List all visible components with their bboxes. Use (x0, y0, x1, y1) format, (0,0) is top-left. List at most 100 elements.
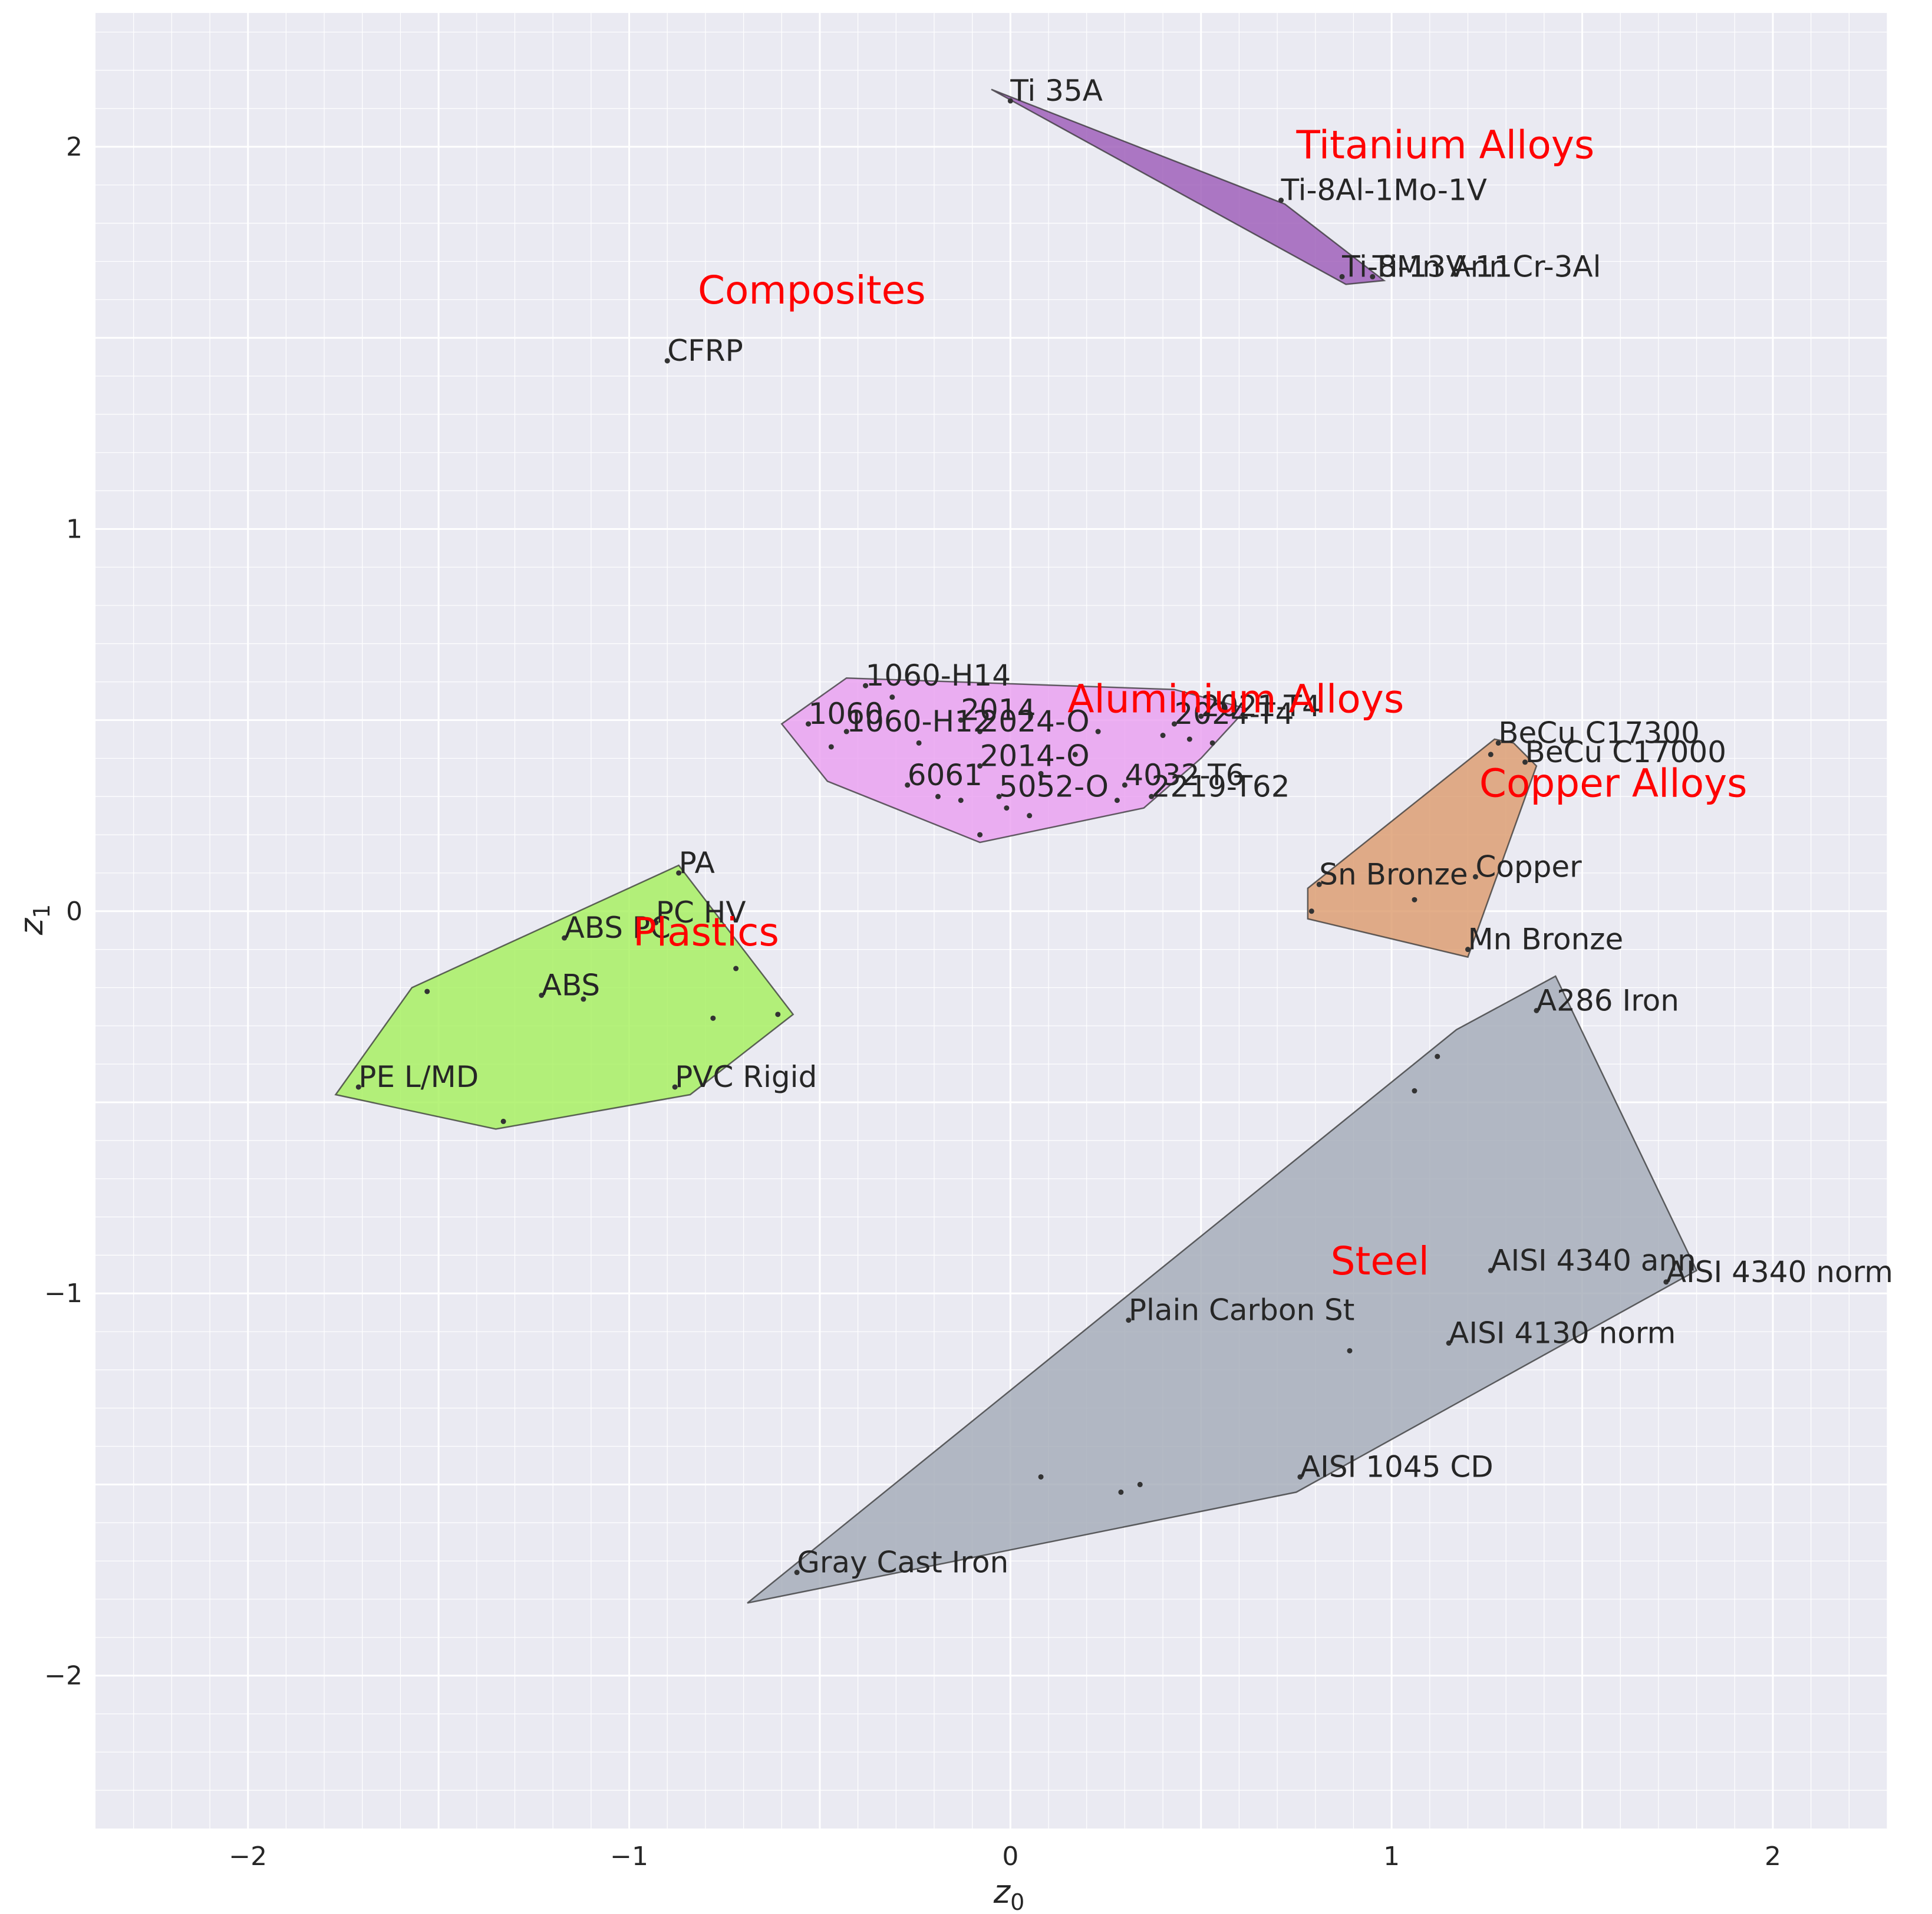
data-point (1007, 98, 1013, 104)
y-tick-label: 0 (66, 897, 83, 927)
point-label: AISI 4340 norm (1666, 1255, 1893, 1289)
hull-steel (747, 975, 1698, 1604)
data-point (1095, 729, 1101, 734)
hull-plastics (334, 864, 794, 1130)
data-point (1004, 805, 1010, 811)
data-point (1118, 1489, 1124, 1495)
data-point (863, 683, 869, 688)
data-point (1297, 1474, 1303, 1480)
y-axis-label-main: z (13, 917, 50, 935)
y-axis-label: z1 (13, 904, 55, 936)
point-label: Ti-8Al-1Mo-1V (1281, 173, 1487, 207)
data-point (1495, 740, 1501, 746)
data-point (1488, 1267, 1493, 1273)
data-point (1137, 1481, 1143, 1487)
hull-aluminium-alloys (780, 677, 1248, 844)
data-point (935, 793, 941, 799)
point-label: 5052-O (999, 769, 1109, 803)
data-point (889, 694, 895, 700)
data-point (1027, 813, 1033, 819)
point-label: 1060 (809, 697, 883, 731)
point-label: AISI 4340 ann (1491, 1243, 1696, 1277)
point-label: PA (679, 846, 715, 880)
point-label: 2219-T62 (1152, 769, 1290, 803)
data-point (996, 793, 1002, 799)
point-label: ABS PC (565, 911, 671, 945)
data-point (539, 992, 545, 998)
data-point (710, 1015, 716, 1021)
data-point (676, 870, 682, 876)
data-point (843, 729, 849, 734)
data-point (1534, 1007, 1539, 1013)
data-point (1278, 197, 1284, 203)
data-point (355, 1084, 361, 1090)
data-point (977, 832, 983, 838)
data-point (1114, 798, 1120, 803)
point-label: ABS (542, 968, 600, 1002)
y-axis-label-sub: 1 (29, 904, 55, 918)
data-point (424, 989, 430, 994)
data-point (1435, 1053, 1440, 1059)
point-label: PC HV (656, 895, 746, 930)
data-point (1072, 752, 1078, 757)
x-tick-label: 0 (1002, 1841, 1018, 1872)
point-label: 2014-O (980, 739, 1090, 773)
point-label: Copper (1475, 849, 1582, 884)
x-axis-label-main: z (993, 1873, 1011, 1910)
point-label: AISI 1045 CD (1300, 1449, 1493, 1484)
data-point (1122, 782, 1127, 788)
data-point (775, 1012, 781, 1017)
x-tick-label: 2 (1765, 1841, 1781, 1872)
point-labels: Ti 35A Ti-8Al-1Mo-1V Ti-8Mn AnnTi-13V-11Cr… (358, 74, 1893, 1579)
data-point (1347, 1348, 1353, 1353)
data-point (733, 966, 739, 971)
data-point (653, 920, 659, 925)
group-label-steel: Steel (1331, 1238, 1429, 1284)
data-point (1038, 1474, 1044, 1480)
point-label: PE L/MD (358, 1060, 479, 1094)
point-label: Mn Bronze (1468, 923, 1624, 957)
point-label: Gray Cast Iron (797, 1546, 1008, 1580)
group-label-copper-alloys: Copper Alloys (1479, 760, 1748, 806)
point-label: Sn Bronze (1319, 857, 1468, 891)
point-label: Ti-8Mn Ann (1341, 249, 1508, 284)
x-axis-label: z0 (993, 1873, 1025, 1914)
y-tick-label: 2 (66, 132, 83, 162)
data-point (1186, 736, 1192, 742)
point-label: 2024-O (980, 704, 1090, 739)
point-label: Ti-13V-11Cr-3Al (1372, 249, 1601, 284)
data-point (1412, 897, 1417, 902)
point-label: 2024-T4 (1174, 697, 1294, 731)
y-tick-label: −2 (44, 1661, 83, 1691)
data-point (1446, 1340, 1452, 1346)
data-point (672, 1084, 678, 1090)
group-label-titanium-alloys: Titanium Alloys (1295, 122, 1594, 167)
point-label: Plain Carbon St (1129, 1293, 1355, 1327)
point-label: PVC Rigid (675, 1060, 817, 1094)
y-tick-label: 1 (66, 514, 83, 544)
point-label: 1060-H12 (846, 704, 992, 739)
point-label: BeCu C17300 (1498, 716, 1700, 750)
point-label: 1060-H14 (866, 658, 1011, 693)
data-point (500, 1118, 506, 1124)
x-axis-label-sub: 0 (1010, 1889, 1024, 1914)
data-point (916, 740, 922, 746)
data-point (905, 782, 911, 788)
data-point (1370, 274, 1376, 279)
data-point (664, 358, 670, 364)
x-tick-label: −1 (610, 1841, 648, 1872)
data-point (1339, 274, 1345, 279)
group-hulls (334, 88, 1698, 1604)
data-point (1038, 770, 1044, 776)
point-label: 2014 (961, 693, 1036, 727)
data-point (1522, 759, 1528, 765)
data-point (1488, 752, 1493, 757)
data-point (1171, 721, 1177, 727)
point-label: 6061 (908, 758, 983, 792)
point-label: AISI 4130 norm (1449, 1316, 1676, 1350)
x-tick-labels: −2 −1 0 1 2 (229, 1841, 1781, 1872)
data-point (794, 1570, 800, 1576)
group-label-composites: Composites (698, 268, 926, 313)
hull-titanium-alloys (991, 88, 1386, 285)
